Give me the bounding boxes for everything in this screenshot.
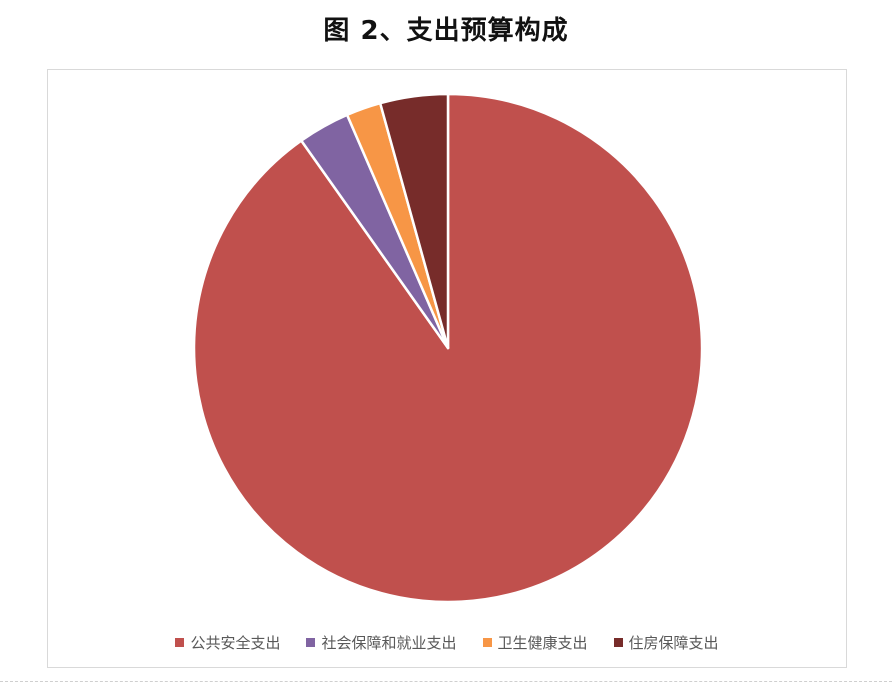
legend-item-2: 社会保障和就业支出 <box>306 632 457 653</box>
legend-swatch-2 <box>306 638 316 647</box>
legend-item-4: 住房保障支出 <box>613 632 719 653</box>
legend-item-3: 卫生健康支出 <box>482 632 588 653</box>
legend-label-3: 卫生健康支出 <box>497 634 588 652</box>
legend-label-1: 公共安全支出 <box>190 634 281 652</box>
legend-swatch-4 <box>613 638 623 647</box>
legend-item-1: 公共安全支出 <box>175 632 280 653</box>
legend-label-2: 社会保障和就业支出 <box>321 634 457 652</box>
pie-chart <box>192 92 704 604</box>
legend-swatch-3 <box>482 638 492 647</box>
legend-label-4: 住房保障支出 <box>628 634 719 652</box>
chart-title: 图 2、支出预算构成 <box>323 16 569 46</box>
chart-frame: 公共安全支出 社会保障和就业支出 卫生健康支出 住房保障支出 <box>47 69 847 668</box>
bottom-divider <box>0 681 892 682</box>
pie-slice-4 <box>378 92 450 350</box>
legend-swatch-1 <box>175 638 185 647</box>
chart-legend: 公共安全支出 社会保障和就业支出 卫生健康支出 住房保障支出 <box>48 632 846 653</box>
